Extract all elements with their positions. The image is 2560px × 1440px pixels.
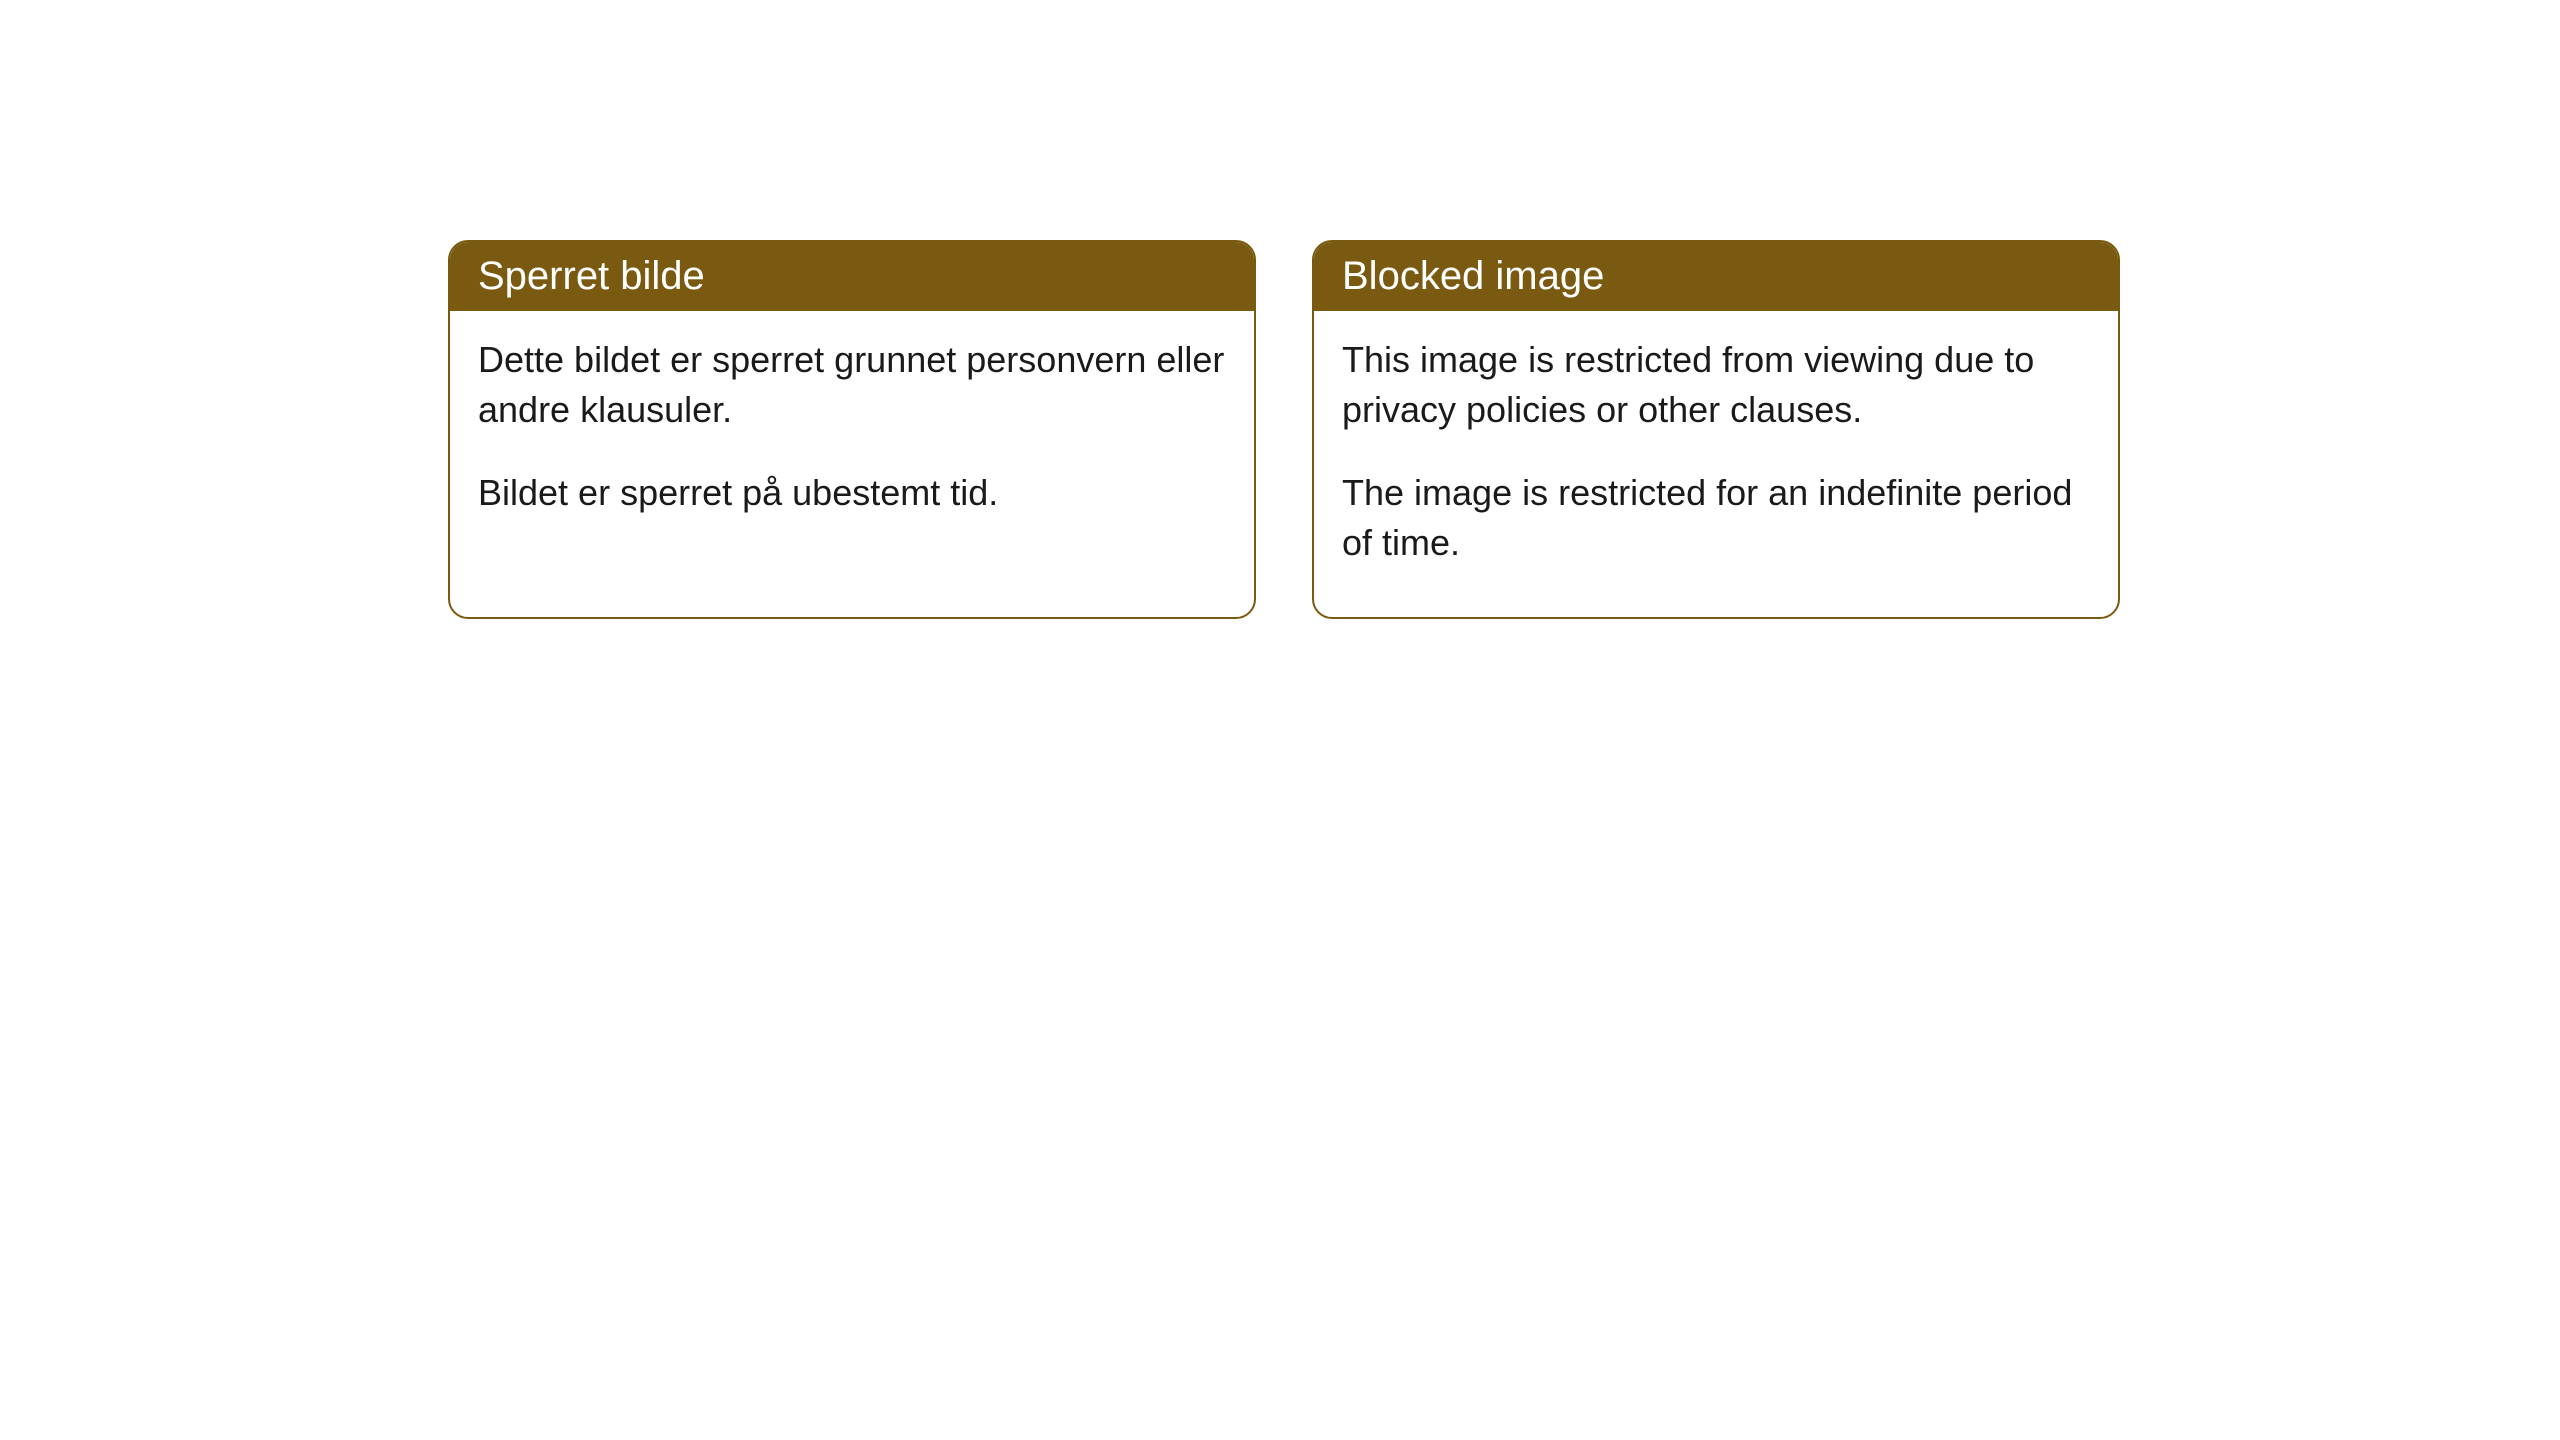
- card-title: Sperret bilde: [478, 254, 705, 298]
- card-header: Blocked image: [1314, 242, 2118, 311]
- card-paragraph-2: Bildet er sperret på ubestemt tid.: [478, 468, 1226, 518]
- blocked-image-card-english: Blocked image This image is restricted f…: [1312, 240, 2120, 619]
- cards-container: Sperret bilde Dette bildet er sperret gr…: [0, 0, 2560, 619]
- card-paragraph-2: The image is restricted for an indefinit…: [1342, 468, 2090, 569]
- blocked-image-card-norwegian: Sperret bilde Dette bildet er sperret gr…: [448, 240, 1256, 619]
- card-body: Dette bildet er sperret grunnet personve…: [450, 311, 1254, 566]
- card-paragraph-1: Dette bildet er sperret grunnet personve…: [478, 335, 1226, 436]
- card-body: This image is restricted from viewing du…: [1314, 311, 2118, 617]
- card-title: Blocked image: [1342, 254, 1604, 298]
- card-header: Sperret bilde: [450, 242, 1254, 311]
- card-paragraph-1: This image is restricted from viewing du…: [1342, 335, 2090, 436]
